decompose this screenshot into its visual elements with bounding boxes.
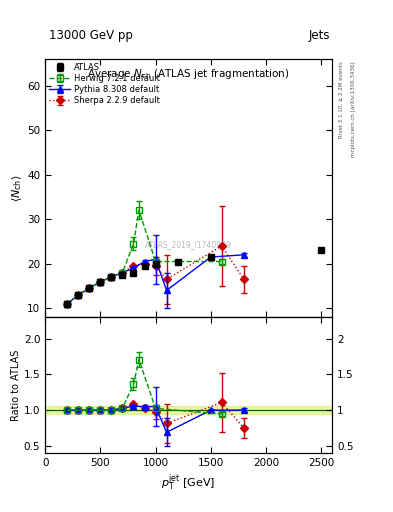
Y-axis label: Ratio to ATLAS: Ratio to ATLAS xyxy=(11,350,21,421)
Text: mcplots.cern.ch [arXiv:1306.3436]: mcplots.cern.ch [arXiv:1306.3436] xyxy=(351,61,356,157)
Text: Rivet 3.1.10, ≥ 2.2M events: Rivet 3.1.10, ≥ 2.2M events xyxy=(339,61,344,138)
X-axis label: $p_{\rm T}^{\rm jet}$ [GeV]: $p_{\rm T}^{\rm jet}$ [GeV] xyxy=(162,472,216,493)
Text: Average $N_{\rm ch}$ (ATLAS jet fragmentation): Average $N_{\rm ch}$ (ATLAS jet fragment… xyxy=(87,67,290,80)
Y-axis label: $\langle N_{\rm ch}\rangle$: $\langle N_{\rm ch}\rangle$ xyxy=(11,174,24,202)
Text: ATLAS_2019_I1740909: ATLAS_2019_I1740909 xyxy=(145,240,232,249)
Legend: ATLAS, Herwig 7.2.1 default, Pythia 8.308 default, Sherpa 2.2.9 default: ATLAS, Herwig 7.2.1 default, Pythia 8.30… xyxy=(48,61,161,107)
Bar xyxy=(45,406,332,415)
Text: Jets: Jets xyxy=(309,29,330,42)
Text: 13000 GeV pp: 13000 GeV pp xyxy=(49,29,133,42)
